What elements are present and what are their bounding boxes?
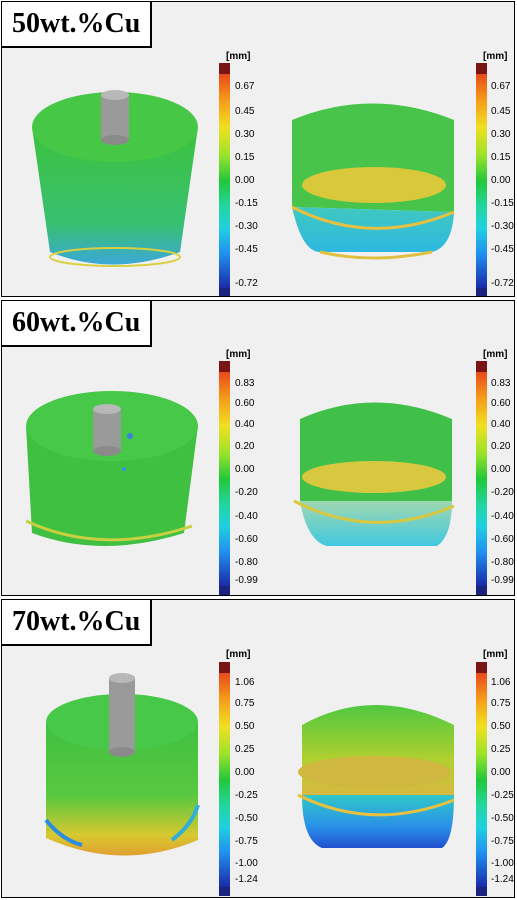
tick: -1.00 bbox=[235, 858, 258, 869]
tick: -0.40 bbox=[235, 511, 258, 522]
tick: -0.30 bbox=[491, 221, 514, 232]
panel-70cu-scene: [mm] 1.06 0.75 0.50 0.25 0.00 -0.25 -0.5… bbox=[44, 649, 514, 896]
scale-unit: [mm] bbox=[483, 349, 507, 360]
scale-left-70cu: [mm] 1.06 0.75 0.50 0.25 0.00 -0.25 -0.5… bbox=[219, 649, 258, 896]
tick: 0.67 bbox=[491, 81, 511, 92]
tick: -1.24 bbox=[491, 874, 514, 885]
tick: 0.50 bbox=[235, 721, 255, 732]
tick: -0.80 bbox=[235, 557, 258, 568]
tick: 0.25 bbox=[491, 744, 511, 755]
scale-unit: [mm] bbox=[226, 51, 250, 62]
scale-left-50cu: [mm] 0.67 0.45 0.30 0.15 0.00 -0.15 -0.3… bbox=[219, 51, 258, 296]
tick: 0.00 bbox=[491, 175, 511, 186]
tick: 0.15 bbox=[491, 152, 511, 163]
panel-label: 70wt.%Cu bbox=[2, 600, 153, 646]
tick: 0.00 bbox=[235, 175, 255, 186]
tick: 0.30 bbox=[491, 129, 511, 140]
tick: 0.00 bbox=[491, 464, 511, 475]
panel-60cu: [mm] 0.83 0.60 0.40 0.20 0.00 -0.20 -0.4… bbox=[1, 300, 515, 596]
tick: 0.00 bbox=[235, 767, 255, 778]
tick: 0.67 bbox=[235, 81, 255, 92]
tick: 1.06 bbox=[235, 677, 255, 688]
panel-50cu-scene: [mm] 0.67 0.45 0.30 0.15 0.00 -0.15 -0.3… bbox=[32, 51, 514, 296]
panel-50cu: [mm] 0.67 0.45 0.30 0.15 0.00 -0.15 -0.3… bbox=[1, 1, 515, 297]
tick: -0.15 bbox=[235, 198, 258, 209]
tick: 0.25 bbox=[235, 744, 255, 755]
panel-label: 50wt.%Cu bbox=[2, 2, 153, 48]
tick: 0.00 bbox=[235, 464, 255, 475]
tick: -0.20 bbox=[491, 487, 514, 498]
tick: -0.72 bbox=[235, 278, 258, 289]
tick: -1.24 bbox=[235, 874, 258, 885]
panel-60cu-scene: [mm] 0.83 0.60 0.40 0.20 0.00 -0.20 -0.4… bbox=[25, 349, 514, 595]
tick: 0.60 bbox=[235, 398, 255, 409]
scale-right-60cu: [mm] 0.83 0.60 0.40 0.20 0.00 -0.20 -0.4… bbox=[476, 349, 514, 595]
left-scan-60cu bbox=[25, 391, 198, 546]
scale-unit: [mm] bbox=[483, 649, 507, 660]
tick: -1.00 bbox=[491, 858, 514, 869]
panel-70cu: [mm] 1.06 0.75 0.50 0.25 0.00 -0.25 -0.5… bbox=[1, 599, 515, 898]
tick: 0.30 bbox=[235, 129, 255, 140]
tick: 0.20 bbox=[491, 441, 511, 452]
tick: -0.80 bbox=[491, 557, 514, 568]
tick: -0.45 bbox=[235, 244, 258, 255]
tick: -0.75 bbox=[235, 836, 258, 847]
tick: 0.45 bbox=[491, 106, 511, 117]
tick: -0.45 bbox=[491, 244, 514, 255]
right-scan-60cu bbox=[293, 402, 455, 546]
tick: -0.50 bbox=[235, 813, 258, 824]
tick: 0.45 bbox=[235, 106, 255, 117]
tick: 0.15 bbox=[235, 152, 255, 163]
tick: -0.20 bbox=[235, 487, 258, 498]
tick: -0.50 bbox=[491, 813, 514, 824]
tick: 0.83 bbox=[491, 378, 511, 389]
scale-unit: [mm] bbox=[483, 51, 507, 62]
panel-label: 60wt.%Cu bbox=[2, 301, 153, 347]
scale-unit: [mm] bbox=[226, 349, 250, 360]
scale-right-70cu: [mm] 1.06 0.75 0.50 0.25 0.00 -0.25 -0.5… bbox=[476, 649, 514, 896]
tick: 0.75 bbox=[235, 698, 255, 709]
tick: 0.75 bbox=[491, 698, 511, 709]
right-scan-50cu bbox=[291, 103, 455, 260]
left-scan-50cu bbox=[32, 90, 198, 267]
tick: -0.25 bbox=[235, 790, 258, 801]
tick: -0.72 bbox=[491, 278, 514, 289]
scale-left-60cu: [mm] 0.83 0.60 0.40 0.20 0.00 -0.20 -0.4… bbox=[219, 349, 258, 595]
scale-right-50cu: [mm] 0.67 0.45 0.30 0.15 0.00 -0.15 -0.3… bbox=[476, 51, 514, 296]
left-scan-70cu bbox=[44, 673, 200, 856]
tick: 0.83 bbox=[235, 378, 255, 389]
tick: -0.99 bbox=[235, 575, 258, 586]
tick: -0.99 bbox=[491, 575, 514, 586]
tick: 0.00 bbox=[491, 767, 511, 778]
tick: 0.20 bbox=[235, 441, 255, 452]
tick: -0.30 bbox=[235, 221, 258, 232]
tick: -0.60 bbox=[491, 534, 514, 545]
right-scan-70cu bbox=[297, 705, 455, 848]
tick: -0.15 bbox=[491, 198, 514, 209]
scale-unit: [mm] bbox=[226, 649, 250, 660]
tick: 1.06 bbox=[491, 677, 511, 688]
tick: 0.40 bbox=[235, 419, 255, 430]
tick: -0.60 bbox=[235, 534, 258, 545]
tick: 0.50 bbox=[491, 721, 511, 732]
tick: -0.40 bbox=[491, 511, 514, 522]
tick: -0.25 bbox=[491, 790, 514, 801]
tick: 0.60 bbox=[491, 398, 511, 409]
tick: 0.40 bbox=[491, 419, 511, 430]
tick: -0.75 bbox=[491, 836, 514, 847]
